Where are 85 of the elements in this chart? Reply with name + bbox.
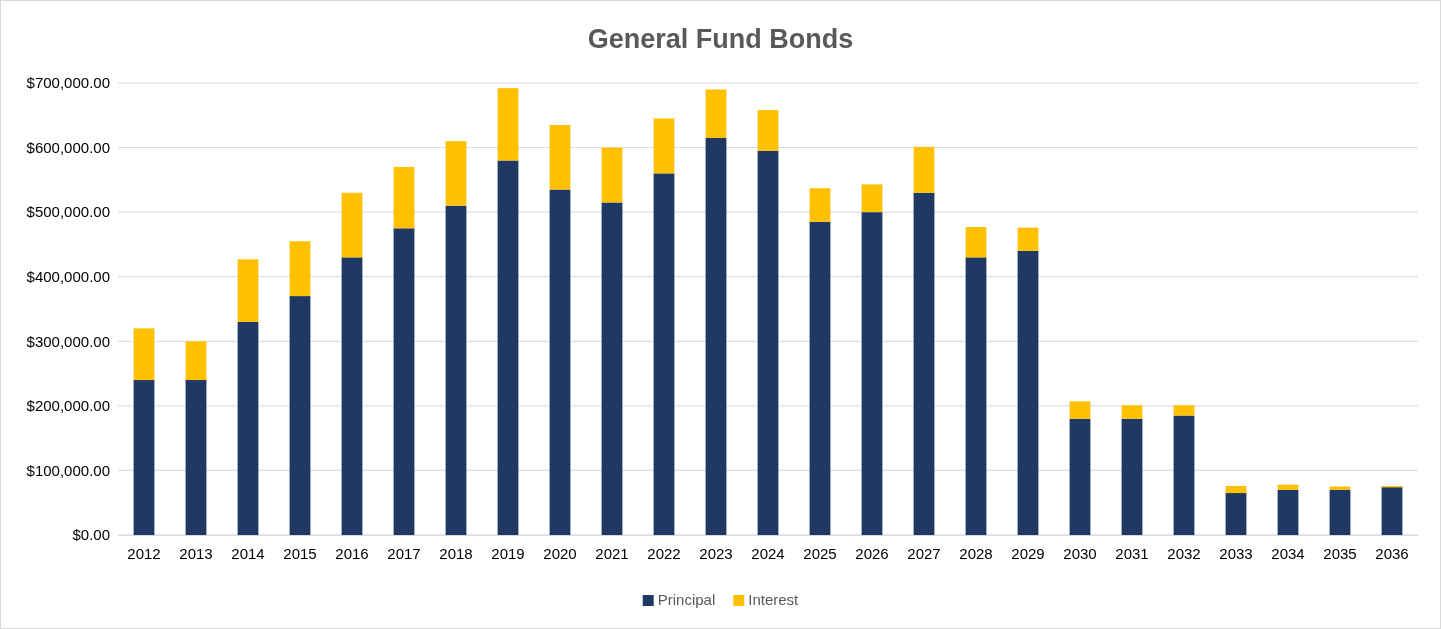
y-tick-label: $700,000.00 (26, 74, 110, 92)
bar (1121, 405, 1143, 419)
bar (1329, 489, 1351, 535)
bar (809, 221, 831, 535)
x-tick-label: 2029 (1011, 544, 1045, 562)
bar (965, 226, 987, 258)
bar (1329, 486, 1351, 490)
bar (1017, 250, 1039, 535)
bar (549, 189, 571, 535)
bar (1225, 493, 1247, 535)
x-tick-label: 2014 (231, 544, 265, 562)
bar (705, 89, 727, 138)
chart-title: General Fund Bonds (587, 24, 854, 54)
x-tick-label: 2035 (1323, 544, 1357, 562)
y-tick-label: $100,000.00 (26, 461, 110, 479)
bar (289, 241, 311, 297)
y-tick-label: $500,000.00 (26, 203, 110, 221)
bar (393, 166, 415, 229)
x-tick-label: 2020 (543, 544, 577, 562)
bar (1225, 485, 1247, 494)
x-tick-label: 2026 (855, 544, 889, 562)
bar (653, 173, 675, 535)
bar (445, 205, 467, 535)
x-tick-label: 2019 (491, 544, 525, 562)
bar (913, 192, 935, 535)
bar (497, 88, 519, 161)
legend-label: Interest (748, 591, 800, 608)
bar (1173, 415, 1195, 535)
y-tick-label: $200,000.00 (26, 397, 110, 415)
x-tick-label: 2017 (387, 544, 421, 562)
x-tick-label: 2015 (283, 544, 317, 562)
x-tick-label: 2034 (1271, 544, 1305, 562)
x-tick-label: 2016 (335, 544, 369, 562)
bar (809, 188, 831, 222)
bar (601, 202, 623, 535)
bar (757, 150, 779, 535)
y-tick-label: $0.00 (72, 526, 110, 544)
bar (341, 257, 363, 535)
x-tick-label: 2024 (751, 544, 785, 562)
x-tick-label: 2012 (127, 544, 161, 562)
x-tick-label: 2021 (595, 544, 629, 562)
bar (393, 228, 415, 535)
bar (445, 141, 467, 206)
bar (1173, 405, 1195, 416)
bar (185, 341, 207, 381)
x-tick-label: 2025 (803, 544, 837, 562)
x-tick-label: 2028 (959, 544, 993, 562)
y-tick-label: $400,000.00 (26, 268, 110, 286)
bar (653, 118, 675, 174)
bar (237, 321, 259, 535)
y-tick-label: $600,000.00 (26, 138, 110, 156)
bar (757, 110, 779, 151)
bar (497, 160, 519, 535)
x-tick-label: 2018 (439, 544, 473, 562)
bar (289, 296, 311, 535)
bar (861, 184, 883, 213)
bar (133, 328, 155, 381)
x-tick-label: 2033 (1219, 544, 1253, 562)
x-tick-label: 2030 (1063, 544, 1097, 562)
bar (341, 192, 363, 258)
legend-label: Principal (657, 591, 716, 608)
bar (1017, 227, 1039, 251)
x-tick-label: 2031 (1115, 544, 1149, 562)
bar (705, 137, 727, 535)
bar (133, 380, 155, 535)
bar (601, 147, 623, 203)
x-tick-label: 2032 (1167, 544, 1201, 562)
bar (237, 259, 259, 322)
bar (1069, 401, 1091, 419)
bar (861, 212, 883, 535)
bar (1121, 418, 1143, 535)
x-tick-label: 2023 (699, 544, 733, 562)
x-tick-label: 2027 (907, 544, 941, 562)
bar (549, 124, 571, 190)
bar (1277, 484, 1299, 490)
bar (1069, 418, 1091, 535)
x-tick-label: 2022 (647, 544, 681, 562)
bar (1277, 489, 1299, 535)
bar (185, 380, 207, 535)
x-tick-label: 2036 (1375, 544, 1409, 562)
y-tick-label: $300,000.00 (26, 332, 110, 350)
bar (913, 146, 935, 193)
x-tick-label: 2013 (179, 544, 213, 562)
bar (1381, 487, 1403, 535)
bar (965, 257, 987, 535)
